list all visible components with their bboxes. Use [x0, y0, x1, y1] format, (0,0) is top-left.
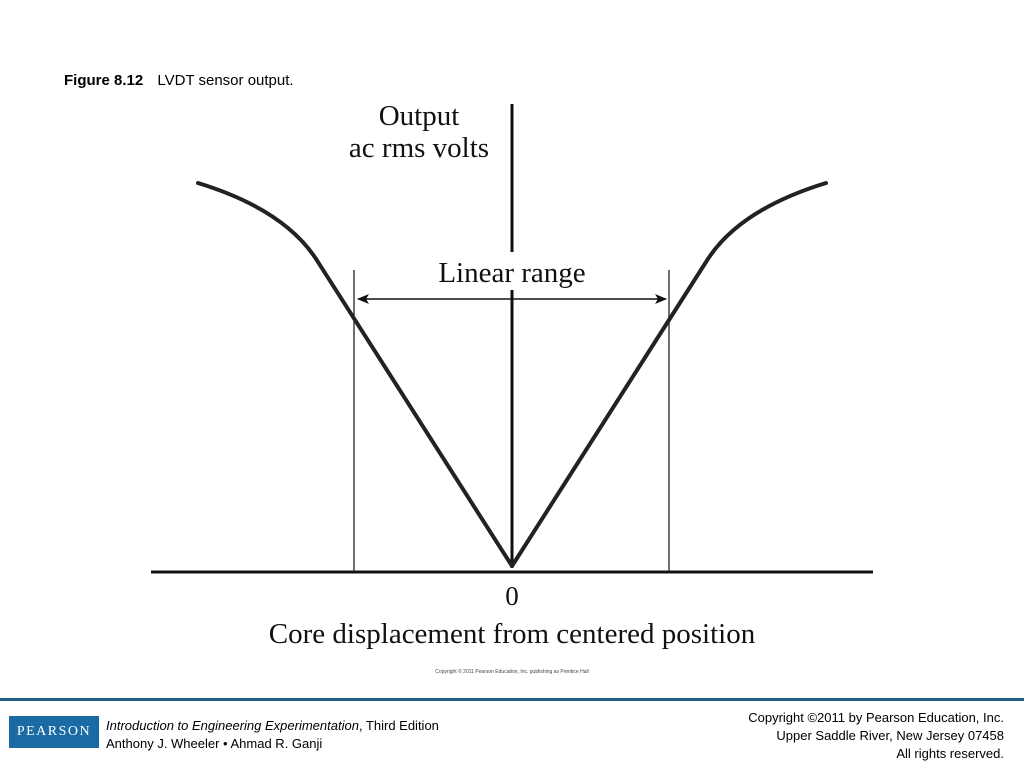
y-axis-label-line2: ac rms volts	[349, 132, 489, 164]
book-title-line: Introduction to Engineering Experimentat…	[106, 717, 439, 735]
figure-number: Figure 8.12	[64, 72, 144, 89]
book-authors: Anthony J. Wheeler • Ahmad R. Ganji	[106, 736, 323, 751]
figure-caption: Figure 8.12 LVDT sensor output.	[64, 72, 294, 89]
figure-caption-text: LVDT sensor output.	[157, 72, 294, 89]
x-axis-label: Core displacement from centered position	[269, 618, 756, 650]
book-info: Introduction to Engineering Experimentat…	[106, 717, 439, 753]
pearson-logo: PEARSON	[9, 716, 99, 748]
linear-range-label: Linear range	[438, 257, 585, 289]
y-axis-label-line1: Output	[379, 100, 460, 132]
copyright-notice: Copyright ©2011 by Pearson Education, In…	[748, 709, 1004, 763]
image-copyright: Copyright © 2011 Pearson Education, Inc.…	[435, 669, 589, 675]
book-edition: , Third Edition	[358, 718, 439, 733]
book-title: Introduction to Engineering Experimentat…	[106, 718, 359, 733]
origin-label: 0	[505, 581, 519, 611]
footer-divider	[0, 698, 1024, 701]
copyright-line-3: All rights reserved.	[896, 746, 1004, 761]
pearson-logo-text: PEARSON	[16, 724, 92, 739]
copyright-line-2: Upper Saddle River, New Jersey 07458	[776, 728, 1004, 743]
output-curve	[196, 181, 828, 568]
copyright-line-1: Copyright ©2011 by Pearson Education, In…	[748, 710, 1004, 725]
lvdt-output-diagram: Output ac rms volts Linear range 0 Core …	[151, 100, 873, 650]
